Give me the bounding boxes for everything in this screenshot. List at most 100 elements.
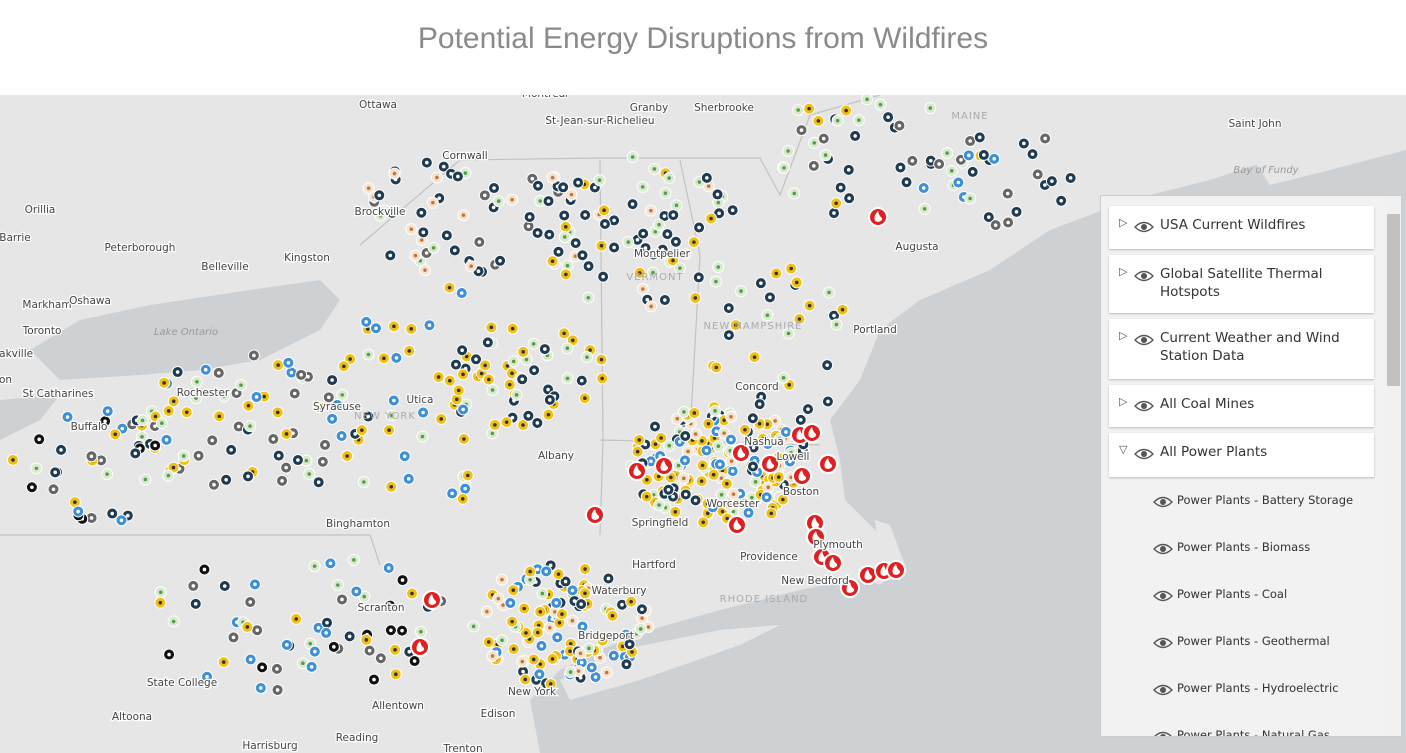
expand-arrow[interactable]: ▽	[1119, 443, 1128, 456]
sublayer-toggle[interactable]	[1153, 682, 1173, 701]
sublayer-toggle[interactable]	[1153, 541, 1173, 560]
map-marker-dot	[580, 253, 585, 258]
visibility-icon[interactable]	[1153, 495, 1173, 509]
map-marker-dot	[773, 419, 777, 423]
map-marker-dot	[928, 106, 933, 110]
layer-name: Global Satellite Thermal Hotspots	[1160, 266, 1323, 300]
city-label: Augusta	[895, 241, 938, 253]
map-marker-dot	[568, 649, 572, 654]
map-marker-dot	[653, 424, 657, 429]
visibility-icon[interactable]	[1153, 636, 1173, 650]
map-marker-dot	[716, 444, 721, 448]
visibility-icon[interactable]	[1134, 399, 1154, 413]
map-marker-dot	[222, 584, 227, 588]
layer-item[interactable]: ▷ USA Current Wildfires	[1109, 206, 1374, 249]
map-marker-dot	[696, 275, 701, 280]
map-marker-dot	[683, 252, 688, 256]
map-marker-dot	[826, 399, 830, 404]
sublayer-toggle[interactable]	[1153, 494, 1173, 513]
labels: Ottawa Montreal St-Jean-sur-RichelieuGranb…	[0, 95, 1300, 753]
state-label: NEW HAMPSHIRE	[704, 321, 803, 332]
city-label: Saint John	[1229, 118, 1282, 130]
map-marker-dot	[447, 378, 452, 383]
city-label: Harrisburg	[242, 740, 297, 752]
map-marker-dot	[641, 287, 645, 291]
map-marker-dot	[367, 648, 372, 653]
map-marker-dot	[1035, 172, 1040, 177]
sublayer-toggle[interactable]	[1153, 635, 1173, 654]
sublayer-name[interactable]: Power Plants - Natural Gas	[1177, 728, 1330, 737]
map-marker-dot	[539, 644, 544, 648]
map-marker-dot	[739, 289, 743, 293]
map-marker-dot	[342, 364, 346, 369]
layer-item[interactable]: ▷ All Coal Mines	[1109, 385, 1374, 427]
visibility-icon[interactable]	[1134, 333, 1154, 347]
visibility-icon[interactable]	[1134, 269, 1154, 283]
map-marker-dot	[425, 160, 429, 165]
map-marker-dot	[389, 628, 393, 633]
map-marker-dot	[483, 363, 487, 368]
map-marker-dot	[620, 602, 624, 607]
sublayer-name[interactable]: Power Plants - Battery Storage	[1177, 493, 1354, 507]
map-marker-dot	[526, 414, 531, 418]
sublayer-name[interactable]: Power Plants - Coal	[1177, 587, 1288, 601]
map-marker-dot	[222, 394, 226, 398]
map-marker-dot	[600, 638, 605, 643]
map-marker-dot	[640, 185, 645, 189]
map-marker-dot	[379, 656, 383, 661]
map-marker-dot	[977, 135, 982, 140]
map-marker-dot	[496, 199, 501, 203]
expand-arrow[interactable]: ▷	[1119, 265, 1128, 278]
layer-item[interactable]: ▽ All Power Plants	[1109, 433, 1374, 477]
scrollbar[interactable]	[1384, 196, 1401, 736]
map-marker-dot	[686, 449, 690, 454]
map-marker-dot	[460, 497, 465, 501]
visibility-icon[interactable]	[1134, 220, 1154, 234]
map-marker-dot	[450, 491, 454, 496]
map-marker-dot	[750, 495, 754, 500]
map-marker-dot	[521, 423, 525, 427]
scroll-thumb[interactable]	[1387, 214, 1400, 386]
border	[679, 159, 701, 436]
visibility-icon[interactable]	[1153, 730, 1173, 737]
visibility-icon[interactable]	[1153, 542, 1173, 556]
visibility-icon[interactable]	[1134, 447, 1154, 461]
map-marker-dot	[714, 279, 718, 284]
expand-arrow[interactable]: ▷	[1119, 329, 1128, 342]
map-marker-dot	[704, 448, 709, 453]
map-marker-dot	[645, 478, 649, 482]
layer-item[interactable]: ▷ Global Satellite Thermal Hotspots	[1109, 255, 1374, 313]
map-marker-dot	[705, 511, 710, 516]
sublayer-name[interactable]: Power Plants - Geothermal	[1177, 634, 1330, 648]
city-label: State College	[147, 677, 217, 689]
map-marker-dot	[716, 200, 721, 205]
visibility-icon[interactable]	[1153, 589, 1173, 603]
city-label: Allentown	[372, 700, 424, 712]
map-marker-dot	[629, 599, 633, 604]
map-marker-dot	[683, 458, 687, 463]
map-marker-dot	[662, 214, 667, 218]
map-marker-dot	[296, 458, 300, 462]
layer-item[interactable]: ▷ Current Weather and Wind Station Data	[1109, 319, 1374, 379]
map-marker-dot	[490, 388, 495, 392]
sublayer-toggle[interactable]	[1153, 729, 1173, 737]
sublayer-name[interactable]: Power Plants - Biomass	[1177, 540, 1311, 554]
map-marker-dot	[167, 652, 171, 657]
map-marker-dot	[255, 628, 260, 633]
map-marker-dot	[486, 340, 490, 345]
expand-arrow[interactable]: ▷	[1119, 395, 1128, 408]
map-marker-dot	[789, 266, 793, 271]
map-marker-dot	[784, 430, 788, 434]
expand-arrow[interactable]: ▷	[1119, 216, 1128, 229]
map-marker-dot	[580, 624, 585, 629]
map-marker-dot	[764, 495, 769, 500]
sublayer-name[interactable]: Power Plants - Hydroelectric	[1177, 681, 1339, 695]
sublayer-toggle[interactable]	[1153, 588, 1173, 607]
map-marker-dot	[511, 588, 516, 592]
wildfire-flame	[864, 569, 873, 580]
visibility-icon[interactable]	[1153, 683, 1173, 697]
map-marker-dot	[254, 395, 259, 399]
map-marker-dot	[765, 422, 770, 427]
border	[600, 95, 881, 197]
map-marker-dot	[510, 197, 514, 202]
